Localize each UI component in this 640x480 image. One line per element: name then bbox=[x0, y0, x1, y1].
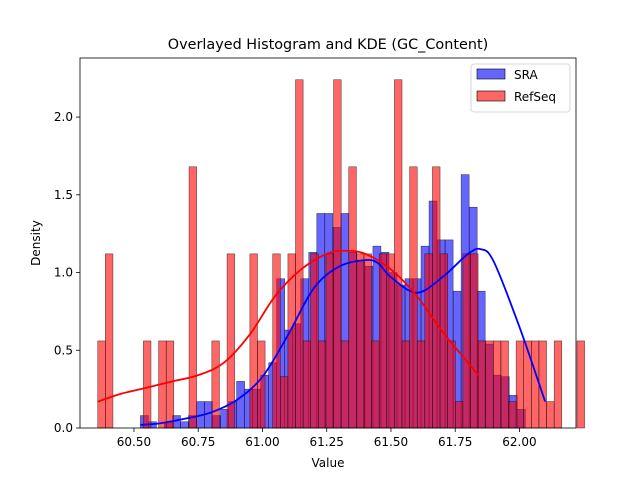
refseq-bar bbox=[363, 253, 372, 429]
refseq-bar bbox=[257, 340, 266, 429]
refseq-bar bbox=[310, 253, 319, 429]
refseq-bar bbox=[371, 340, 380, 429]
refseq-bar bbox=[401, 340, 410, 429]
x-axis-ticks: 60.50 60.75 61.00 61.25 61.50 61.75 62.00 bbox=[117, 428, 537, 449]
refseq-bar bbox=[340, 340, 350, 429]
refseq-bar bbox=[105, 253, 114, 429]
refseq-bar bbox=[295, 79, 304, 429]
x-tick-label: 62.00 bbox=[502, 435, 536, 449]
x-tick-label: 60.75 bbox=[181, 435, 215, 449]
refseq-bar bbox=[508, 401, 517, 429]
sra-kde-line bbox=[140, 247, 547, 426]
refseq-bar bbox=[424, 253, 433, 429]
refseq-bar bbox=[249, 253, 258, 429]
y-tick-label: 0.5 bbox=[54, 343, 73, 357]
refseq-bar bbox=[470, 253, 479, 429]
refseq-bar bbox=[333, 79, 342, 429]
refseq-bar bbox=[553, 340, 563, 429]
refseq-bar bbox=[493, 340, 502, 429]
sra-bar bbox=[180, 421, 189, 429]
x-tick-label: 61.00 bbox=[245, 435, 279, 449]
refseq-bar bbox=[432, 166, 441, 429]
x-tick-label: 60.50 bbox=[117, 435, 151, 449]
refseq-bar bbox=[165, 340, 175, 429]
refseq-bar bbox=[409, 166, 418, 429]
refseq-bar bbox=[531, 340, 540, 429]
sra-bar bbox=[236, 381, 245, 429]
refseq-kde-line bbox=[97, 249, 480, 403]
legend-label-sra: SRA bbox=[514, 68, 538, 82]
refseq-bar bbox=[523, 340, 532, 429]
refseq-bar bbox=[272, 253, 281, 429]
y-tick-label: 2.0 bbox=[54, 110, 73, 124]
refseq-bar bbox=[280, 376, 289, 429]
refseq-bar bbox=[318, 340, 327, 429]
refseq-bar bbox=[97, 340, 106, 429]
legend: SRA RefSeq bbox=[470, 63, 571, 113]
refseq-bar bbox=[143, 340, 152, 429]
x-tick-label: 61.75 bbox=[438, 435, 472, 449]
refseq-bar bbox=[462, 253, 471, 429]
y-tick-label: 0.0 bbox=[54, 421, 73, 435]
refseq-bar bbox=[356, 253, 365, 429]
x-tick-label: 61.25 bbox=[310, 435, 344, 449]
legend-swatch-refseq bbox=[476, 90, 506, 102]
refseq-bar bbox=[416, 340, 426, 429]
y-tick-label: 1.0 bbox=[54, 266, 73, 280]
refseq-bar bbox=[188, 166, 197, 429]
refseq-bar bbox=[485, 340, 494, 429]
y-axis-label: Density bbox=[29, 220, 43, 266]
refseq-bar bbox=[211, 340, 220, 429]
refseq-bar bbox=[447, 340, 456, 429]
refseq-bar bbox=[515, 340, 524, 429]
legend-label-refseq: RefSeq bbox=[514, 90, 556, 104]
refseq-bar bbox=[325, 253, 334, 429]
y-tick-label: 1.5 bbox=[54, 188, 73, 202]
refseq-bar bbox=[348, 166, 357, 429]
refseq-bar bbox=[439, 253, 448, 429]
y-axis-ticks: 0.0 0.5 1.0 1.5 2.0 bbox=[54, 110, 80, 435]
refseq-bar bbox=[378, 253, 388, 429]
chart-title: Overlayed Histogram and KDE (GC_Content) bbox=[168, 37, 488, 53]
x-axis-label: Value bbox=[312, 456, 345, 470]
refseq-bar bbox=[477, 340, 486, 429]
refseq-bar bbox=[546, 401, 555, 429]
plot-area-frame bbox=[79, 57, 577, 429]
legend-swatch-sra bbox=[476, 68, 506, 80]
refseq-bar bbox=[500, 340, 509, 429]
x-tick-label: 61.50 bbox=[374, 435, 408, 449]
refseq-bar bbox=[302, 340, 311, 429]
refseq-bar bbox=[455, 401, 464, 429]
refseq-bar bbox=[394, 79, 403, 429]
refseq-bar bbox=[576, 340, 585, 429]
